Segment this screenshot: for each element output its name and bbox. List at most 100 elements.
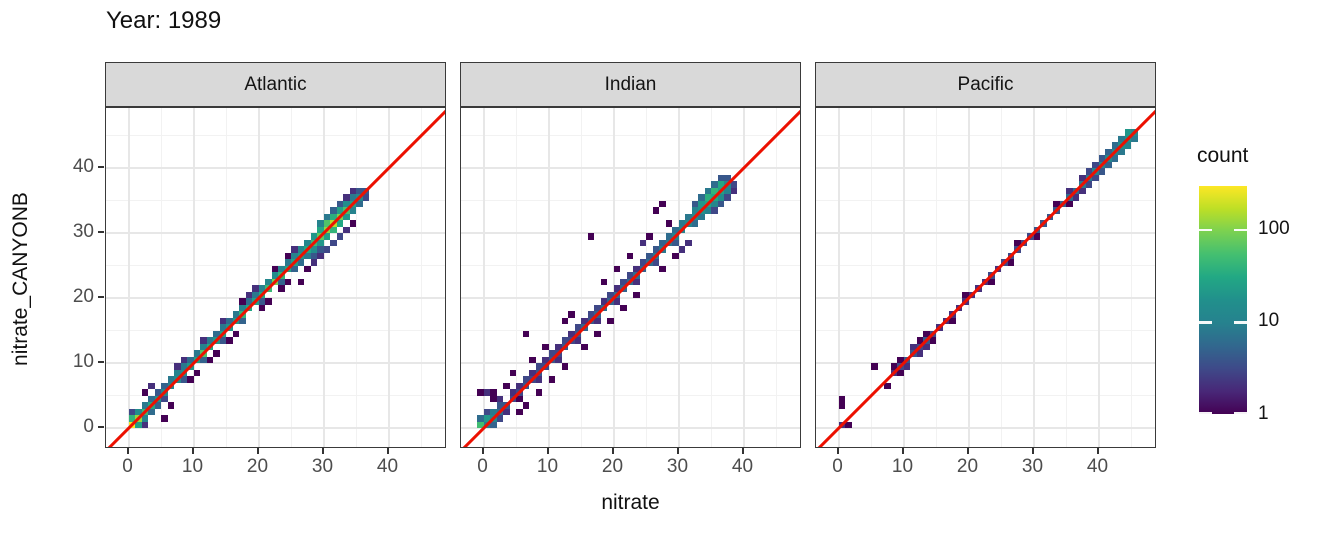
data-bin: [884, 382, 891, 389]
data-bin: [490, 421, 497, 428]
gridline-minor: [816, 135, 1155, 136]
data-bin: [639, 259, 646, 266]
data-bin: [568, 330, 575, 337]
data-bin: [691, 200, 698, 207]
data-bin: [845, 421, 852, 428]
gridline-major: [106, 297, 445, 299]
data-bin: [633, 278, 640, 285]
data-bin: [724, 187, 731, 194]
data-bin: [252, 291, 259, 298]
data-bin: [349, 220, 356, 227]
facet-strip-label: Atlantic: [244, 73, 307, 95]
data-bin: [1105, 161, 1112, 168]
gridline-major: [322, 108, 325, 447]
data-bin: [568, 311, 575, 318]
data-bin: [278, 278, 285, 285]
data-bin: [1098, 155, 1105, 162]
data-bin: [1118, 148, 1125, 155]
data-bin: [141, 402, 148, 409]
data-bin: [620, 278, 627, 285]
data-bin: [161, 395, 168, 402]
data-bin: [174, 363, 181, 370]
data-bin: [304, 265, 311, 272]
data-bin: [838, 402, 845, 409]
data-bin: [343, 194, 350, 201]
y-tick-label: 0: [83, 416, 94, 437]
data-bin: [555, 356, 562, 363]
data-bin: [232, 311, 239, 318]
data-bin: [490, 408, 497, 415]
x-tick-label: 20: [956, 456, 979, 477]
data-bin: [730, 187, 737, 194]
data-bin: [219, 337, 226, 344]
gridline-minor: [935, 108, 937, 447]
data-bin: [1066, 200, 1073, 207]
data-bin: [291, 252, 298, 259]
data-bin: [1124, 142, 1131, 149]
data-bin: [704, 194, 711, 201]
data-bin: [128, 415, 135, 422]
data-bin: [626, 272, 633, 279]
data-bin: [219, 324, 226, 331]
y-tick-label: 30: [72, 221, 94, 242]
data-bin: [336, 200, 343, 207]
data-bin: [923, 343, 930, 350]
data-bin: [330, 239, 337, 246]
data-bin: [685, 239, 692, 246]
data-bin: [271, 265, 278, 272]
gridline-minor: [461, 330, 800, 331]
gridline-minor: [420, 108, 422, 447]
data-bin: [213, 330, 220, 337]
data-bin: [297, 246, 304, 253]
data-bin: [522, 376, 529, 383]
data-bin: [291, 265, 298, 272]
data-bin: [174, 369, 181, 376]
data-bin: [542, 356, 549, 363]
gridline-minor: [1000, 108, 1002, 447]
data-bin: [265, 278, 272, 285]
data-bin: [297, 278, 304, 285]
x-tick-mark: [1096, 448, 1099, 454]
data-bin: [1066, 187, 1073, 194]
data-bin: [581, 343, 588, 350]
x-tick-label: 30: [666, 456, 689, 477]
gridline-major: [461, 297, 800, 299]
y-tick-mark: [98, 166, 104, 168]
data-bin: [535, 389, 542, 396]
x-tick-label: 40: [1086, 456, 1109, 477]
gridline-minor: [290, 108, 292, 447]
gridline-minor: [461, 395, 800, 396]
gridline-minor: [1130, 108, 1132, 447]
x-tick-label: 0: [477, 456, 488, 477]
data-bin: [317, 239, 324, 246]
data-bin: [349, 187, 356, 194]
legend-tick-mark: [1199, 228, 1212, 232]
legend-tick-label: 10: [1258, 310, 1280, 332]
facet-strip-atlantic: Atlantic: [105, 62, 446, 107]
data-bin: [548, 350, 555, 357]
data-bin: [652, 246, 659, 253]
gridline-major: [1032, 108, 1035, 447]
data-bin: [698, 200, 705, 207]
data-bin: [607, 291, 614, 298]
data-bin: [587, 311, 594, 318]
data-bin: [193, 369, 200, 376]
data-bin: [561, 363, 568, 370]
data-bin: [626, 252, 633, 259]
data-bin: [284, 259, 291, 266]
data-bin: [838, 395, 845, 402]
data-bin: [356, 187, 363, 194]
data-bin: [1079, 187, 1086, 194]
panel-pacific: [815, 107, 1156, 448]
data-bin: [161, 415, 168, 422]
data-bin: [323, 213, 330, 220]
gridline-major: [967, 108, 970, 447]
gridline-minor: [775, 108, 777, 447]
y-tick-label: 20: [72, 286, 94, 307]
data-bin: [503, 382, 510, 389]
x-tick-mark: [611, 448, 614, 454]
x-tick-mark: [386, 448, 389, 454]
data-bin: [232, 330, 239, 337]
data-bin: [265, 298, 272, 305]
data-bin: [871, 363, 878, 370]
